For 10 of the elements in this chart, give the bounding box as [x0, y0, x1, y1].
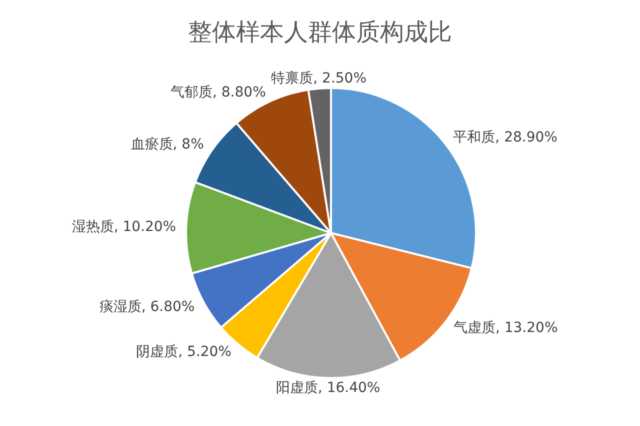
slice-label: 痰湿质, 6.80% — [99, 298, 195, 315]
chart-title: 整体样本人群体质构成比 — [187, 17, 453, 48]
slice-label: 血瘀质, 8% — [130, 136, 204, 152]
slice-label: 特禀质, 2.50% — [271, 70, 367, 86]
slice-label: 气郁质, 8.80% — [170, 84, 266, 100]
slice-label: 平和质, 28.90% — [453, 130, 558, 146]
slice-label: 阳虚质, 16.40% — [276, 380, 380, 396]
slice-label: 气虚质, 13.20% — [453, 320, 558, 336]
slice-label: 阴虚质, 5.20% — [136, 344, 232, 360]
slice-label: 湿热质, 10.20% — [72, 219, 176, 236]
